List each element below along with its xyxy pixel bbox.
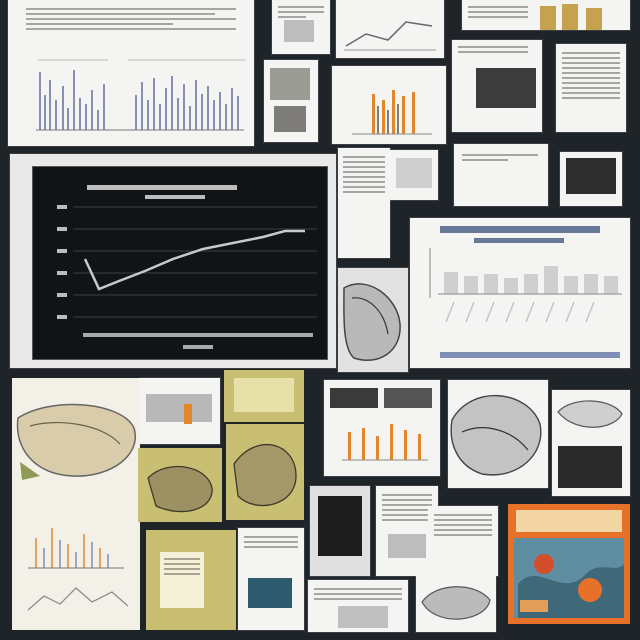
- orange-cover-bottom-right: [508, 504, 630, 624]
- doc-top-strip-1: [272, 0, 330, 54]
- report-bar-chart: [36, 59, 246, 131]
- olive-tile-1: [224, 370, 304, 422]
- mid-bar-svg: [330, 388, 432, 461]
- olive-diagram-2: [147, 465, 213, 513]
- doc-bottom-4: [376, 486, 438, 576]
- wide-bar-chart-right: [410, 218, 630, 368]
- dark-chart-line: [83, 229, 305, 291]
- report-top-left: [8, 0, 254, 146]
- olive-diagram: [233, 444, 297, 507]
- sketch-center: [338, 268, 408, 372]
- doc-bars-mid: [324, 380, 440, 476]
- doc-bottom-5: [428, 506, 498, 576]
- doc-sketch-right: [448, 380, 548, 488]
- sketch-right-2-svg: [557, 400, 623, 428]
- doc-right-2: [560, 152, 622, 206]
- small-line-chart: [344, 21, 436, 51]
- olive-tile-2: [226, 424, 304, 520]
- doc-dark-photo: [452, 40, 542, 132]
- dark-monitor-frame: [10, 154, 336, 368]
- sketch-svg: [343, 283, 401, 361]
- diagram-left-bottom: [12, 378, 140, 630]
- doc-middle-1: [338, 148, 390, 258]
- dark-chart-svg: [57, 185, 317, 349]
- doc-orange-bars: [332, 66, 446, 144]
- report-text-lines: [26, 8, 236, 30]
- doc-bottom-3: [310, 486, 370, 576]
- sketch-right-svg: [450, 395, 542, 476]
- doc-text-right: [556, 44, 626, 132]
- dark-monitor-line-chart: [32, 166, 328, 360]
- doc-bottom-7: [416, 576, 496, 632]
- doc-bottom-1: [140, 378, 220, 444]
- olive-tile-4: [146, 530, 236, 630]
- orange-cover-art: [514, 538, 624, 618]
- doc-photo-left: [264, 60, 318, 142]
- diagram-svg: [16, 403, 137, 611]
- doc-middle-2: [390, 150, 438, 200]
- bar-gallery-top-right: [462, 0, 630, 30]
- olive-tile-3: [138, 448, 222, 522]
- doc-top-strip-2: [336, 0, 444, 58]
- orange-bar-chart: [352, 90, 432, 135]
- bottom-sketch-svg: [421, 586, 491, 620]
- doc-bottom-2: [238, 528, 304, 630]
- doc-right-1: [454, 144, 548, 206]
- wide-bar-svg: [429, 226, 622, 358]
- doc-sketch-right-2: [552, 390, 630, 496]
- doc-bottom-6: [308, 580, 408, 632]
